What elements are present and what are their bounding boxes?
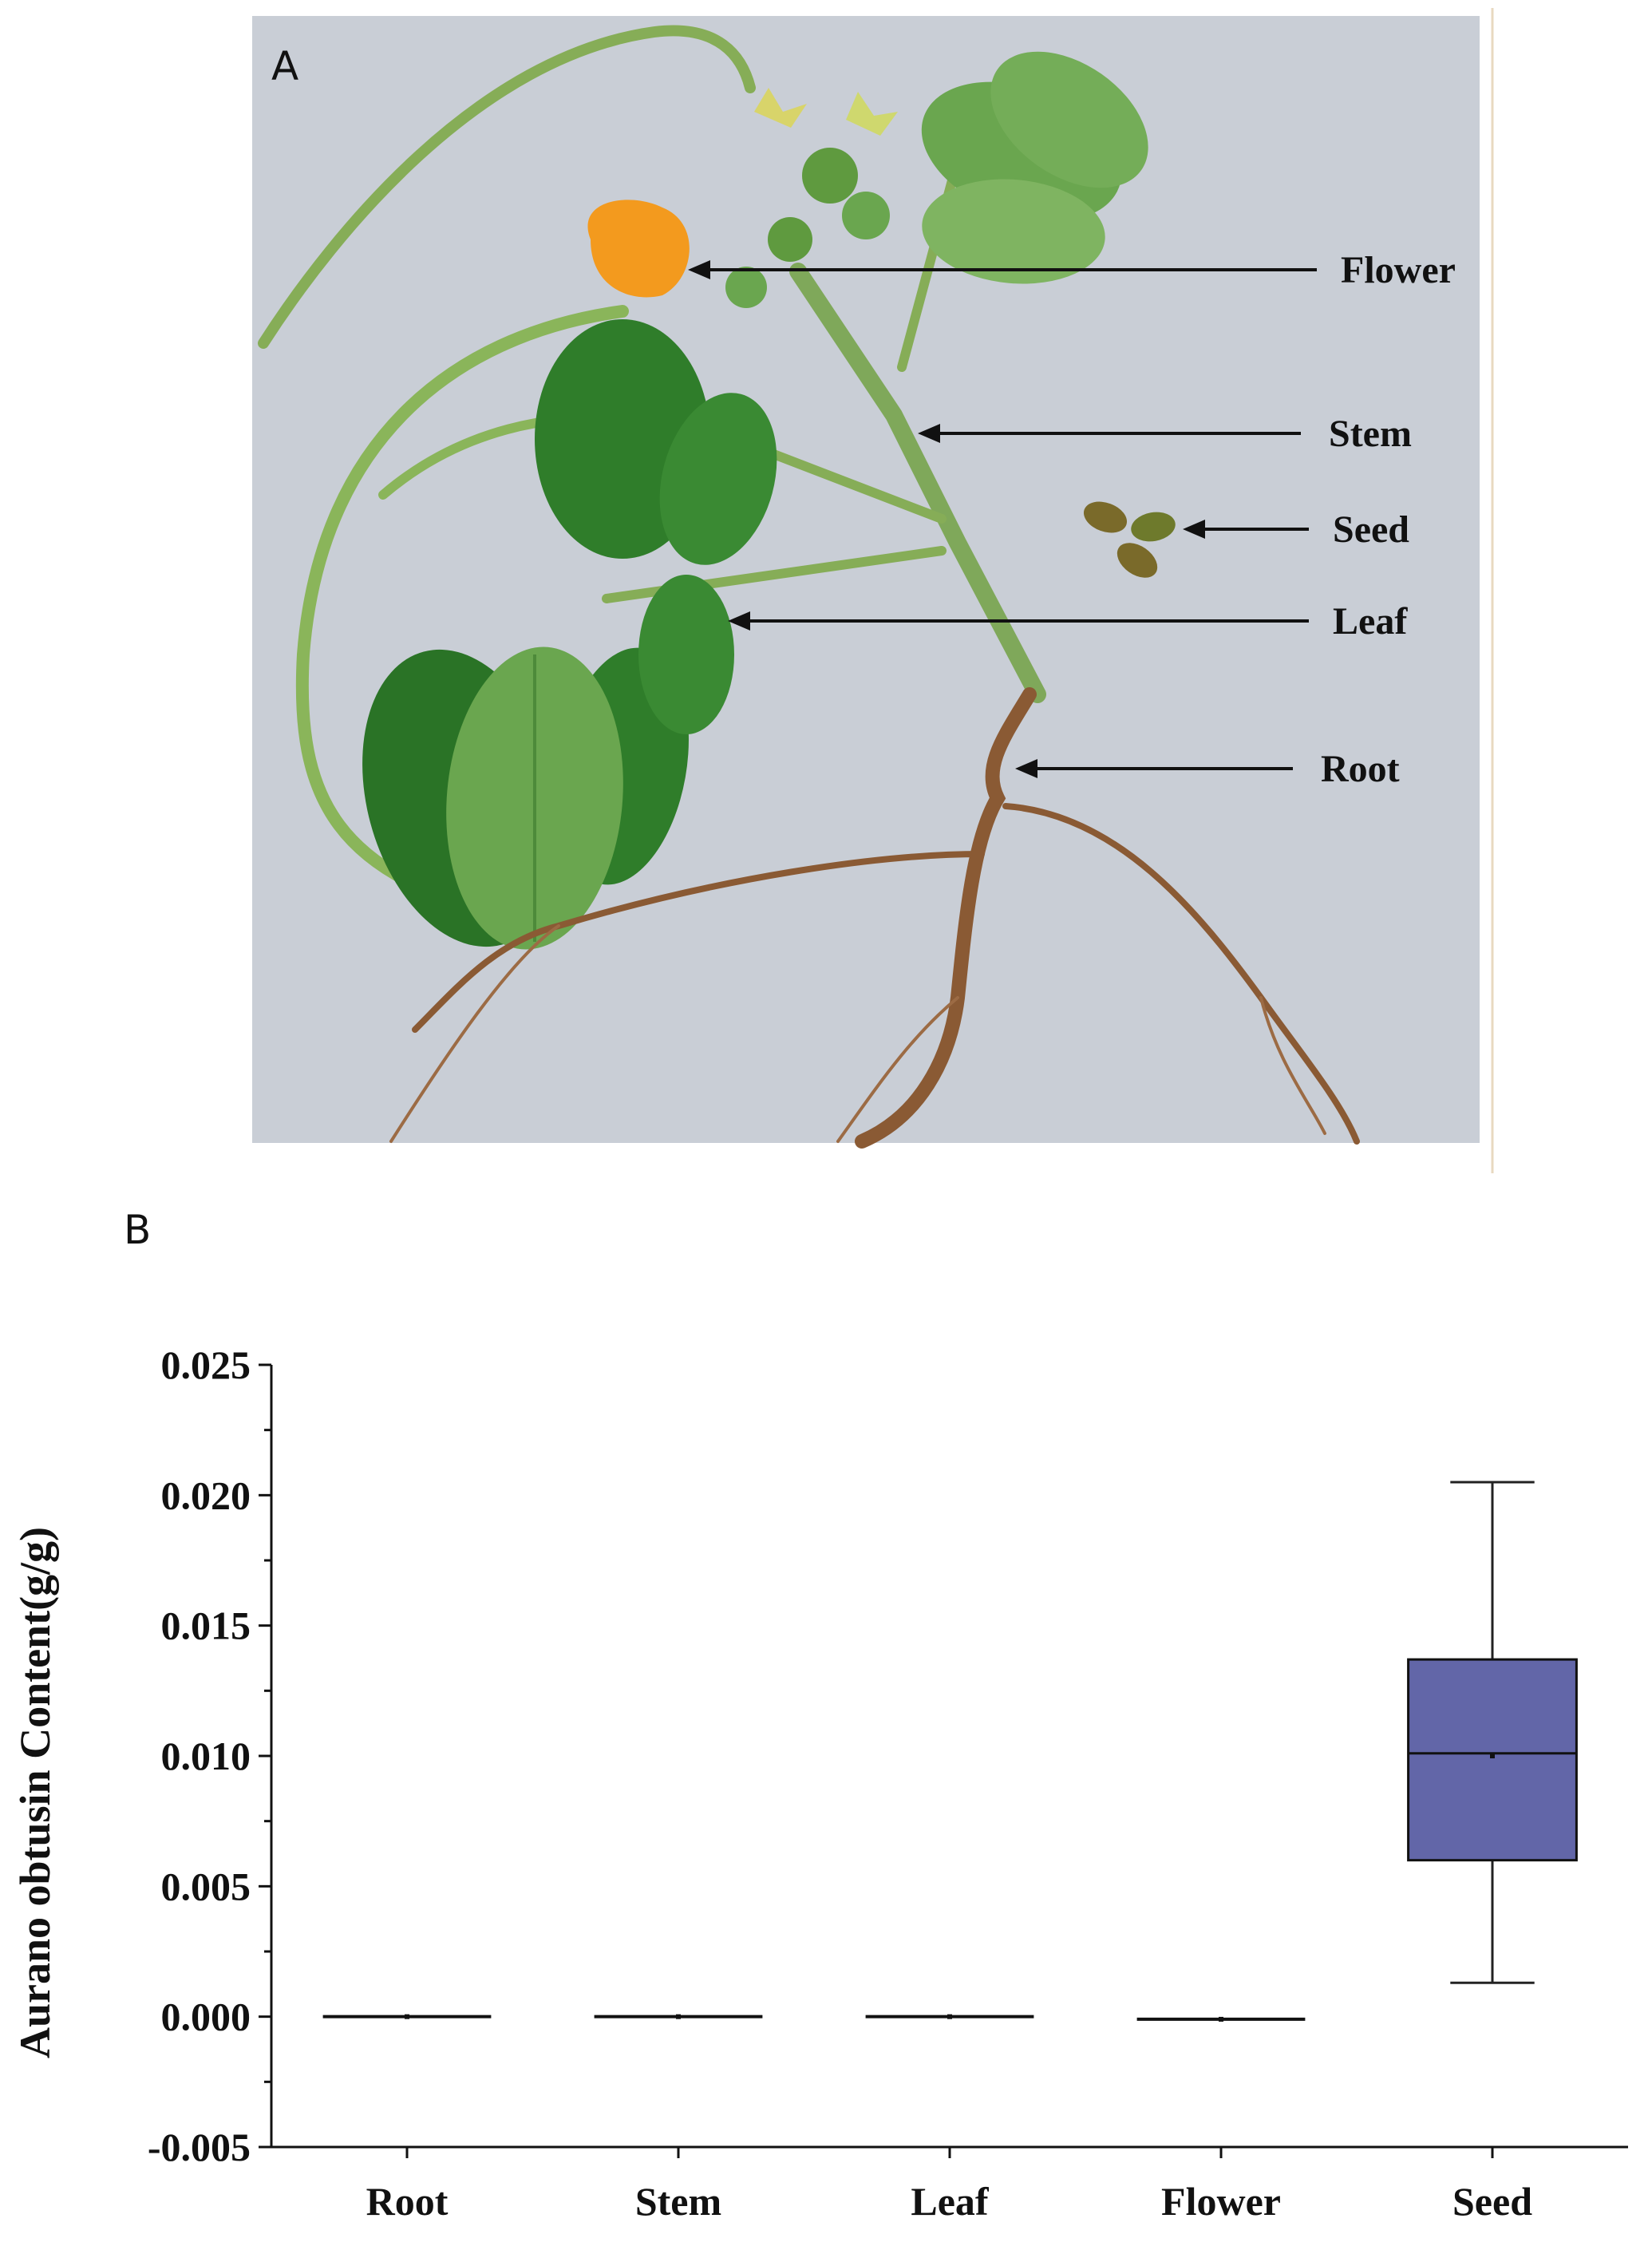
leaf-middle-2 (659, 393, 777, 565)
chart-boxes (322, 1481, 1578, 2022)
box-mean-marker (947, 2014, 952, 2019)
callout-arrows (688, 260, 1317, 778)
leaf-upper-right-2 (990, 51, 1148, 188)
x-tick-label: Stem (635, 2179, 721, 2224)
leaf-arrowhead (728, 611, 750, 631)
callout-stem: Stem (1329, 413, 1412, 455)
leaf-upper-right-3 (922, 179, 1105, 284)
flower-bud-2 (842, 192, 890, 239)
plant-illustration (258, 25, 1360, 1149)
chart-axes: -0.005 0.000 0.005 0.010 0.015 0.020 0.025 Root… (148, 1342, 1628, 2224)
tap-root (855, 687, 1037, 1149)
seed-2 (1131, 512, 1176, 542)
flower-bud-3 (768, 217, 812, 262)
plant-photo-panel: A (252, 8, 1494, 1173)
panel-b-label: B (124, 1207, 151, 1253)
seed-1 (1083, 501, 1128, 533)
y-tick-label: 0.020 (161, 1473, 251, 1517)
box-plot-panel: B Aurano obtusin Content(g/g) -0.005 0.00… (11, 1207, 1628, 2224)
box-root (322, 2014, 492, 2019)
box-flower (1136, 2016, 1306, 2022)
box-mean-marker (676, 2014, 681, 2019)
y-tick-label: 0.015 (161, 1603, 251, 1648)
root-arrowhead (1015, 759, 1037, 778)
callout-flower: Flower (1341, 249, 1456, 291)
y-tick-label: 0.005 (161, 1864, 251, 1908)
flower-bud-4 (725, 267, 767, 308)
fine-roots (389, 924, 1326, 1143)
seed-3 (1116, 543, 1158, 578)
panel-a-label: A (271, 43, 298, 89)
x-tick-label: Root (366, 2179, 449, 2224)
stem-arrowhead (918, 424, 940, 443)
callout-leaf: Leaf (1333, 600, 1408, 643)
leaf-lower-3 (638, 575, 734, 734)
y-axis-title: Aurano obtusin Content(g/g) (11, 1527, 59, 2058)
x-tick-label: Seed (1452, 2179, 1532, 2224)
x-tick-label: Flower (1161, 2179, 1281, 2224)
box-leaf (865, 2014, 1034, 2019)
seed-pod-left (295, 305, 629, 924)
callout-root: Root (1321, 748, 1400, 790)
seed-arrowhead (1183, 520, 1205, 539)
small-yellow-flower-2 (846, 92, 898, 136)
photo-background (252, 16, 1480, 1143)
flower-bud-1 (802, 148, 858, 204)
small-yellow-flower-1 (754, 88, 807, 128)
y-tick-label: 0.010 (161, 1734, 251, 1778)
callout-seed: Seed (1333, 508, 1409, 551)
box-seed (1407, 1481, 1578, 1984)
box-mean-marker (1219, 2016, 1223, 2022)
lateral-root-left (412, 851, 985, 1033)
x-tick-label: Leaf (911, 2179, 990, 2224)
seed-pod-top (258, 25, 756, 349)
y-tick-label: -0.005 (148, 2125, 251, 2169)
box-mean-marker (1490, 1754, 1495, 1758)
box-mean-marker (405, 2014, 409, 2019)
y-tick-label: 0.025 (161, 1342, 251, 1387)
box-body (1407, 1658, 1578, 1862)
y-tick-label: 0.000 (161, 1995, 251, 2039)
lateral-root-right (1002, 803, 1360, 1145)
box-stem (594, 2014, 763, 2019)
flower-arrowhead (688, 260, 710, 279)
main-stem (789, 263, 1046, 703)
orange-flower (587, 200, 690, 298)
